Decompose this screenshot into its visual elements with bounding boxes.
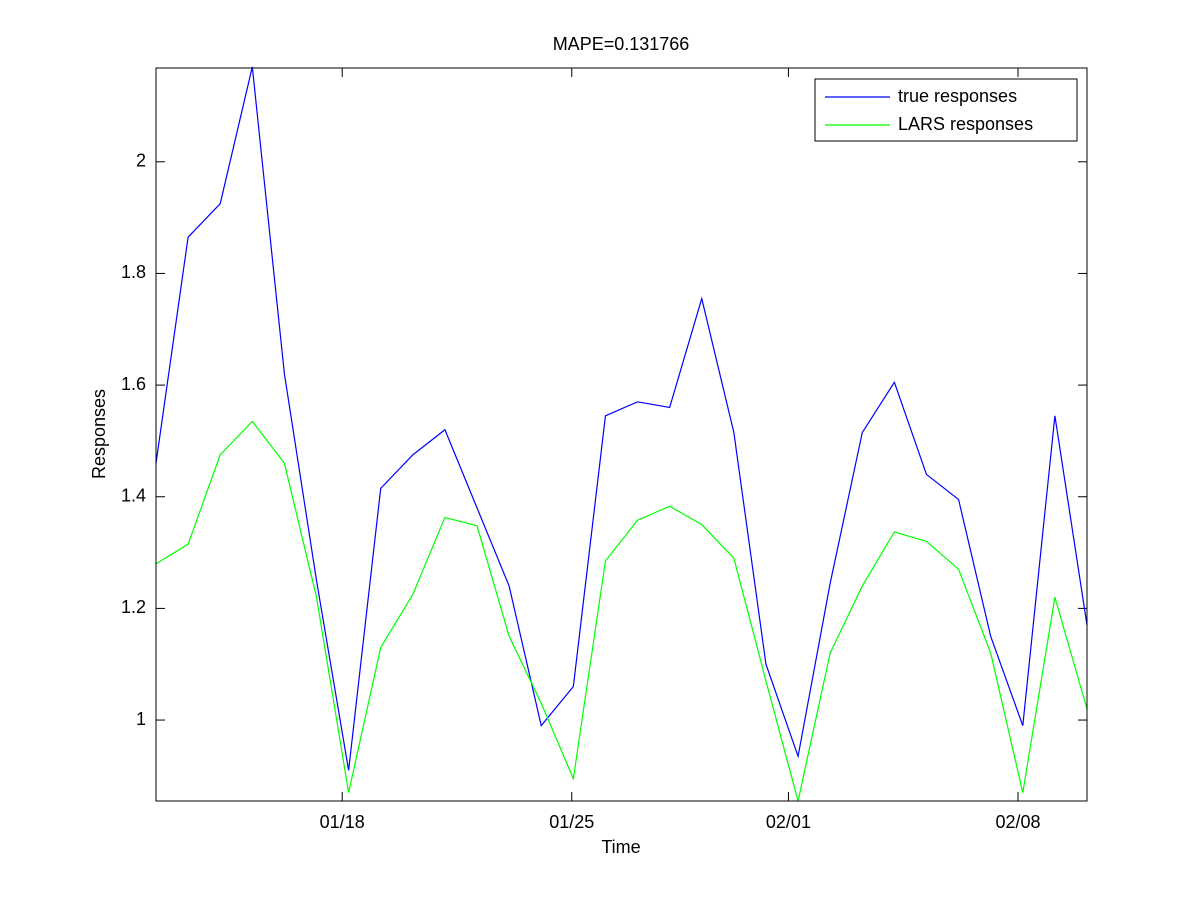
chart-title: MAPE=0.131766 <box>553 34 690 54</box>
y-tick-label: 1.8 <box>121 262 146 282</box>
y-tick-label: 1.6 <box>121 374 146 394</box>
data-line <box>155 420 1088 802</box>
plot-frame <box>155 67 1088 802</box>
y-axis-label: Responses <box>89 389 109 479</box>
legend-label: LARS responses <box>898 114 1033 134</box>
y-tick-label: 1.4 <box>121 485 146 505</box>
y-tick-label: 1.2 <box>121 597 146 617</box>
legend-label: true responses <box>898 86 1017 106</box>
y-tick-label: 2 <box>136 151 146 171</box>
x-tick-label: 02/08 <box>995 812 1040 832</box>
y-tick-label: 1 <box>136 709 146 729</box>
x-tick-label: 01/18 <box>320 812 365 832</box>
x-tick-label: 02/01 <box>766 812 811 832</box>
x-axis-label: Time <box>601 837 640 857</box>
x-tick-label: 01/25 <box>549 812 594 832</box>
legend-box <box>814 78 1078 142</box>
data-line <box>155 66 1088 771</box>
